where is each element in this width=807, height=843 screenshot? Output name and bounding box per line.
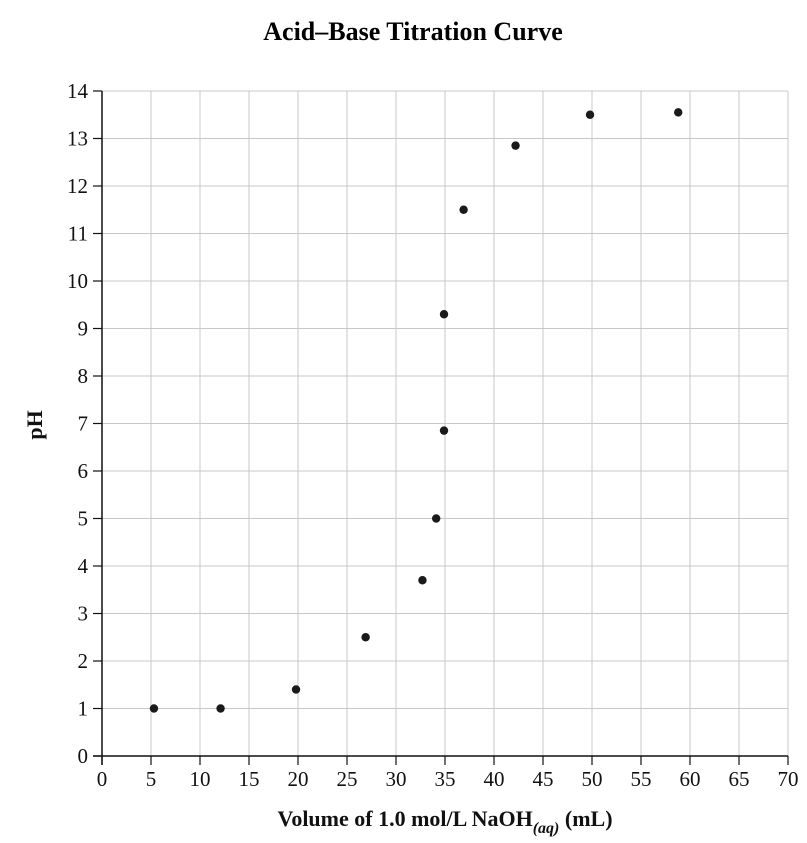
data-point-8 bbox=[439, 310, 449, 319]
x-tick-label-25: 25 bbox=[337, 767, 358, 791]
y-tick-label-13: 13 bbox=[67, 127, 88, 151]
x-tick-label-50: 50 bbox=[582, 767, 603, 791]
y-tick-label-9: 9 bbox=[78, 317, 89, 341]
y-tick-label-3: 3 bbox=[78, 602, 89, 626]
data-point-3 bbox=[291, 685, 301, 694]
data-point-11 bbox=[585, 110, 595, 119]
y-tick-label-11: 11 bbox=[68, 222, 88, 246]
data-point-10 bbox=[511, 141, 520, 150]
x-axis-label: Volume of 1.0 mol/L NaOH(aq) (mL) bbox=[277, 806, 612, 837]
x-tick-label-40: 40 bbox=[484, 767, 505, 791]
y-tick-label-10: 10 bbox=[67, 269, 88, 293]
x-tick-label-10: 10 bbox=[190, 767, 211, 791]
y-axis-label: pH bbox=[22, 410, 47, 439]
data-point-2 bbox=[216, 704, 225, 713]
x-tick-label-35: 35 bbox=[435, 767, 456, 791]
y-tick-label-14: 14 bbox=[67, 79, 89, 103]
x-axis-label-subscript: (aq) bbox=[533, 820, 560, 837]
x-axis-label-suffix: (mL) bbox=[559, 806, 612, 831]
y-tick-label-2: 2 bbox=[78, 649, 89, 673]
x-tick-label-65: 65 bbox=[729, 767, 750, 791]
data-point-4 bbox=[361, 633, 370, 642]
x-tick-labels: 0 5 10 15 20 25 30 35 40 45 50 55 60 65 70 bbox=[97, 767, 799, 791]
x-axis-label-main: Volume of 1.0 mol/L NaOH bbox=[277, 806, 532, 831]
data-point-6 bbox=[431, 514, 441, 523]
chart-title: Acid–Base Titration Curve bbox=[263, 17, 562, 46]
y-tick-label-1: 1 bbox=[78, 697, 89, 721]
data-points bbox=[149, 108, 683, 713]
x-tick-label-70: 70 bbox=[778, 767, 799, 791]
axes bbox=[93, 90, 789, 765]
x-tick-label-0: 0 bbox=[97, 767, 108, 791]
data-point-1 bbox=[149, 704, 159, 713]
y-tick-label-5: 5 bbox=[78, 507, 89, 531]
data-point-7 bbox=[439, 426, 449, 435]
x-tick-label-55: 55 bbox=[631, 767, 652, 791]
x-tick-label-5: 5 bbox=[146, 767, 157, 791]
y-tick-label-8: 8 bbox=[78, 364, 89, 388]
x-tick-label-15: 15 bbox=[239, 767, 260, 791]
y-tick-label-12: 12 bbox=[67, 174, 88, 198]
y-tick-label-6: 6 bbox=[78, 459, 89, 483]
x-tick-label-60: 60 bbox=[680, 767, 701, 791]
y-tick-label-0: 0 bbox=[78, 744, 89, 768]
x-tick-label-30: 30 bbox=[386, 767, 407, 791]
x-tick-label-45: 45 bbox=[533, 767, 554, 791]
y-tick-label-7: 7 bbox=[78, 412, 89, 436]
data-point-9 bbox=[459, 205, 468, 214]
grid-lines bbox=[102, 90, 789, 756]
y-tick-label-4: 4 bbox=[78, 554, 89, 578]
x-tick-label-20: 20 bbox=[288, 767, 309, 791]
data-point-5 bbox=[418, 576, 427, 585]
data-point-12 bbox=[674, 108, 683, 117]
